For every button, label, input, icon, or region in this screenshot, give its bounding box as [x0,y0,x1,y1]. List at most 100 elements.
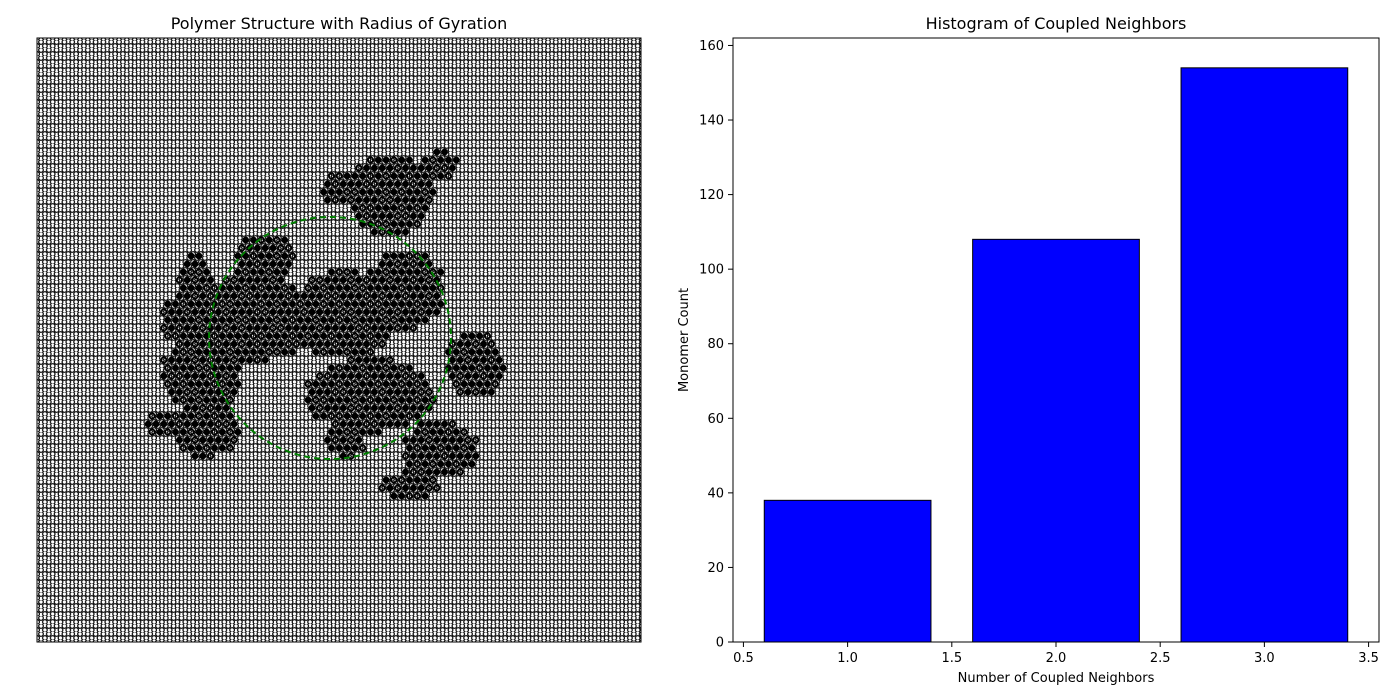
monomer-ring [355,164,363,172]
monomer [230,372,238,380]
monomer-ring [195,412,203,420]
monomer-ring [378,340,386,348]
monomer-ring [164,332,172,340]
monomer [449,452,456,460]
monomer-ring [425,276,433,284]
monomer-ring [402,452,410,460]
monomer [230,308,238,316]
monomer-ring [335,364,343,372]
monomer-ring [382,316,390,324]
monomer [203,300,211,308]
monomer [347,372,355,380]
monomer [328,396,335,404]
monomer-ring [210,428,219,436]
monomer [246,308,254,316]
monomer-ring [359,204,367,212]
monomer-ring [164,380,172,388]
monomer [464,452,472,460]
monomer [402,388,409,396]
monomer-ring [335,172,343,180]
monomer [421,396,429,404]
monomer-ring [425,196,433,204]
monomer [265,332,273,340]
monomer-ring [238,292,246,300]
monomer-ring [226,396,234,404]
monomer [367,428,374,436]
monomer [359,348,367,356]
monomer-ring [359,444,367,452]
monomer-ring [370,420,378,428]
monomer [332,324,339,332]
monomer-ring [230,436,238,444]
monomer [410,388,417,396]
monomer [390,380,398,388]
monomer [218,332,226,340]
monomer [265,316,273,324]
monomer [390,492,398,500]
monomer [421,300,429,308]
monomer [425,164,433,172]
monomer [402,260,409,268]
monomer [293,292,300,300]
monomer-ring [374,380,382,388]
monomer [378,324,386,332]
monomer [488,372,495,380]
monomer [355,276,363,284]
monomer [413,284,421,292]
monomer [374,396,382,404]
monomer [374,316,382,324]
monomer [203,348,211,356]
monomer [304,316,312,324]
monomer-ring [347,196,355,204]
monomer-ring [386,276,394,284]
histogram-bar-2 [972,238,1140,643]
x-tick-label: 3.5 [1358,651,1379,666]
monomer-ring [390,316,398,324]
monomer [417,164,425,172]
monomer [246,340,254,348]
monomer [328,188,335,196]
monomer [433,292,441,300]
monomer [164,300,172,308]
monomer [261,244,269,252]
monomer-ring [390,156,398,164]
monomer [390,188,398,196]
monomer-ring [331,196,339,204]
monomer [335,428,343,436]
monomer [398,268,406,276]
monomer-ring [347,308,355,316]
monomer-ring [179,348,187,356]
monomer [285,324,292,332]
monomer [191,404,199,412]
monomer [250,284,257,292]
monomer [168,356,176,364]
monomer-ring [409,180,417,188]
monomer [452,444,460,452]
monomer-ring [366,204,375,212]
monomer [484,364,491,372]
monomer-ring [253,308,261,316]
monomer-ring [398,476,406,484]
monomer [367,268,374,276]
monomer [257,348,265,356]
monomer [421,156,429,164]
monomer [179,364,187,372]
monomer-ring [214,340,222,348]
monomer-ring [238,324,246,332]
monomer-ring [351,316,359,324]
monomer [437,428,445,436]
monomer-ring [269,276,277,284]
monomer [339,404,347,412]
monomer-ring [191,356,199,364]
monomer [215,404,222,412]
monomer [339,276,347,284]
monomer [437,300,445,308]
monomer-ring [312,396,320,404]
monomer-ring [273,300,281,308]
monomer [417,196,425,204]
monomer [339,436,347,444]
monomer [449,468,456,476]
polymer-panel: Polymer Structure with Radius of Gyratio… [36,14,642,643]
monomer-ring [370,340,378,348]
monomer-ring [335,412,343,420]
